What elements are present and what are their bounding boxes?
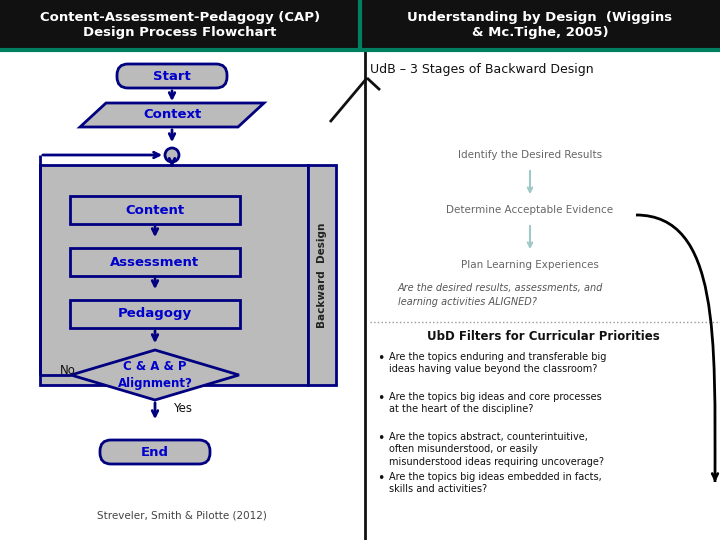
Text: Start: Start (153, 70, 191, 83)
Text: Backward  Design: Backward Design (317, 222, 327, 328)
Text: UbD Filters for Curricular Priorities: UbD Filters for Curricular Priorities (427, 329, 660, 342)
Text: Determine Acceptable Evidence: Determine Acceptable Evidence (446, 205, 613, 215)
Bar (308, 165, 336, 385)
Text: Yes: Yes (174, 402, 192, 415)
Bar (360, 50, 720, 540)
Circle shape (165, 148, 179, 162)
Text: Are the topics big ideas embedded in facts,
skills and activities?: Are the topics big ideas embedded in fac… (389, 472, 602, 495)
Polygon shape (80, 103, 264, 127)
FancyBboxPatch shape (100, 440, 210, 464)
Text: Are the topics abstract, counterintuitive,
often misunderstood, or easily
misund: Are the topics abstract, counterintuitiv… (389, 432, 604, 467)
Text: Context: Context (143, 109, 201, 122)
FancyBboxPatch shape (117, 64, 227, 88)
Polygon shape (71, 350, 239, 400)
Text: End: End (141, 446, 169, 458)
Text: Content: Content (125, 204, 184, 217)
Text: •: • (377, 432, 384, 445)
Text: Alignment?: Alignment? (117, 377, 192, 390)
Bar (70, 196, 240, 224)
Bar (0, 50, 360, 540)
Text: Are the desired results, assessments, and
learning activities ALIGNED?: Are the desired results, assessments, an… (398, 284, 603, 307)
Text: Streveler, Smith & Pilotte (2012): Streveler, Smith & Pilotte (2012) (97, 510, 267, 520)
Text: •: • (377, 472, 384, 485)
Text: Identify the Desired Results: Identify the Desired Results (458, 150, 602, 160)
Text: •: • (377, 352, 384, 365)
Text: Pedagogy: Pedagogy (118, 307, 192, 321)
Bar (40, 165, 308, 385)
Text: Content-Assessment-Pedagogy (CAP)
Design Process Flowchart: Content-Assessment-Pedagogy (CAP) Design… (40, 11, 320, 39)
Text: Understanding by Design  (Wiggins
& Mc.Tighe, 2005): Understanding by Design (Wiggins & Mc.Ti… (408, 11, 672, 39)
Text: No: No (60, 364, 76, 377)
Bar (0, 0, 720, 50)
Text: Plan Learning Experiences: Plan Learning Experiences (461, 260, 599, 270)
Text: Assessment: Assessment (110, 255, 199, 268)
Bar (70, 248, 240, 276)
Text: Are the topics big ideas and core processes
at the heart of the discipline?: Are the topics big ideas and core proces… (389, 392, 602, 414)
Text: Are the topics enduring and transferable big
ideas having value beyond the class: Are the topics enduring and transferable… (389, 352, 606, 374)
Text: C & A & P: C & A & P (123, 360, 186, 373)
Bar (70, 300, 240, 328)
Text: UdB – 3 Stages of Backward Design: UdB – 3 Stages of Backward Design (370, 64, 593, 77)
Text: •: • (377, 392, 384, 405)
